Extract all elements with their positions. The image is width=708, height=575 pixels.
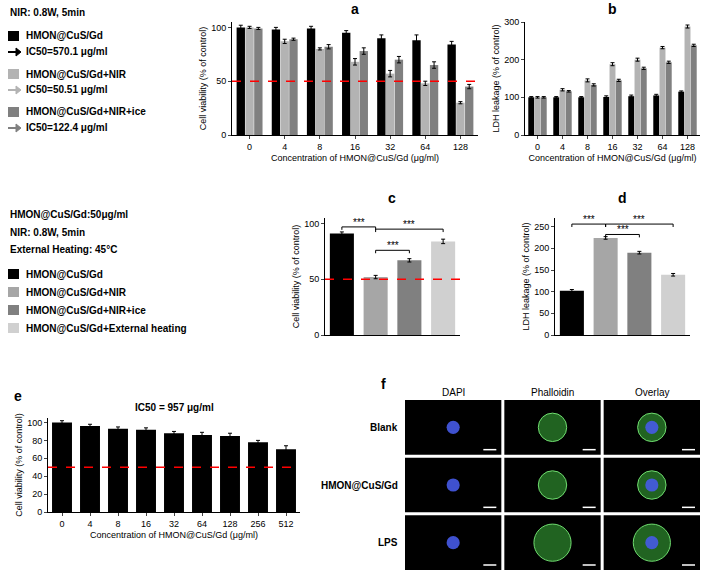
svg-text:50: 50	[309, 274, 319, 284]
svg-text:300: 300	[504, 17, 519, 27]
svg-text:200: 200	[534, 243, 549, 253]
svg-text:0: 0	[37, 507, 42, 517]
svg-text:0: 0	[535, 142, 540, 152]
svg-text:8: 8	[317, 142, 322, 152]
svg-text:HMON@CuS/Gd+NIR+ice: HMON@CuS/Gd+NIR+ice	[26, 305, 146, 316]
svg-text:64: 64	[657, 142, 667, 152]
svg-text:16: 16	[350, 142, 360, 152]
svg-text:40: 40	[32, 471, 42, 481]
svg-text:60: 60	[32, 453, 42, 463]
svg-text:64: 64	[420, 142, 430, 152]
svg-text:***: ***	[387, 240, 399, 251]
svg-text:Phalloidin: Phalloidin	[531, 387, 574, 398]
svg-text:200: 200	[504, 55, 519, 65]
svg-text:f: f	[381, 376, 386, 392]
svg-text:512: 512	[278, 519, 293, 529]
svg-text:LDH leakage (% of control): LDH leakage (% of control)	[521, 222, 531, 330]
svg-text:e: e	[14, 388, 22, 404]
svg-text:50: 50	[539, 308, 549, 318]
svg-text:***: ***	[583, 214, 595, 225]
svg-text:NIR: 0.8W, 5min: NIR: 0.8W, 5min	[10, 227, 85, 238]
svg-text:Concentration of HMON@CuS/Gd (: Concentration of HMON@CuS/Gd (μg/ml)	[90, 530, 258, 540]
svg-text:0: 0	[59, 519, 64, 529]
svg-text:4: 4	[560, 142, 565, 152]
svg-text:100: 100	[304, 219, 319, 229]
svg-text:Cell viability (% of control): Cell viability (% of control)	[291, 225, 301, 329]
svg-text:IC50=570.1 μg/ml: IC50=570.1 μg/ml	[26, 46, 108, 57]
svg-text:Blank: Blank	[370, 422, 398, 433]
svg-text:NIR: 0.8W, 5min: NIR: 0.8W, 5min	[10, 7, 85, 18]
svg-text:IC50=50.51 μg/ml: IC50=50.51 μg/ml	[26, 84, 108, 95]
svg-text:LDH leakage (% of control): LDH leakage (% of control)	[491, 24, 501, 132]
svg-text:32: 32	[632, 142, 642, 152]
svg-text:***: ***	[353, 217, 365, 228]
svg-text:IC50=122.4 μg/ml: IC50=122.4 μg/ml	[26, 122, 108, 133]
svg-text:100: 100	[534, 287, 549, 297]
svg-text:HMON@CuS/Gd: HMON@CuS/Gd	[26, 30, 103, 41]
svg-text:20: 20	[32, 489, 42, 499]
svg-text:DAPI: DAPI	[442, 387, 465, 398]
svg-text:***: ***	[633, 214, 645, 225]
svg-text:LPS: LPS	[378, 537, 398, 548]
svg-text:16: 16	[607, 142, 617, 152]
svg-text:50: 50	[216, 76, 226, 86]
svg-text:4: 4	[282, 142, 287, 152]
svg-text:HMON@CuS/Gd+NIR: HMON@CuS/Gd+NIR	[26, 69, 127, 80]
svg-text:0: 0	[221, 130, 226, 140]
svg-text:4: 4	[87, 519, 92, 529]
svg-text:64: 64	[197, 519, 207, 529]
svg-text:256: 256	[250, 519, 265, 529]
svg-text:a: a	[351, 1, 359, 17]
svg-text:150: 150	[534, 265, 549, 275]
svg-text:Overlay: Overlay	[635, 387, 669, 398]
svg-text:128: 128	[680, 142, 695, 152]
svg-text:Cell viability (% of control): Cell viability (% of control)	[198, 27, 208, 131]
svg-text:128: 128	[453, 142, 468, 152]
svg-text:0: 0	[314, 330, 319, 340]
svg-text:d: d	[618, 190, 627, 206]
svg-text:32: 32	[169, 519, 179, 529]
svg-text:128: 128	[222, 519, 237, 529]
svg-text:HMON@CuS/Gd+NIR+ice: HMON@CuS/Gd+NIR+ice	[26, 106, 146, 117]
svg-text:HMON@CuS/Gd+NIR: HMON@CuS/Gd+NIR	[26, 287, 127, 298]
svg-text:Concentration of HMON@CuS/Gd (: Concentration of HMON@CuS/Gd (μg/ml)	[529, 153, 697, 163]
svg-text:HMON@CuS/Gd: HMON@CuS/Gd	[26, 269, 103, 280]
svg-text:External Heating: 45°C: External Heating: 45°C	[10, 244, 117, 255]
svg-text:Cell viability (% of control): Cell viability (% of control)	[14, 413, 24, 517]
svg-text:16: 16	[141, 519, 151, 529]
svg-text:Concentration of HMON@CuS/Gd (: Concentration of HMON@CuS/Gd (μg/ml)	[271, 153, 439, 163]
svg-text:8: 8	[585, 142, 590, 152]
svg-text:100: 100	[211, 23, 226, 33]
svg-text:250: 250	[534, 222, 549, 232]
svg-text:***: ***	[617, 224, 629, 235]
svg-text:***: ***	[403, 219, 415, 230]
svg-text:100: 100	[27, 418, 42, 428]
svg-text:0: 0	[544, 330, 549, 340]
svg-text:32: 32	[385, 142, 395, 152]
svg-text:0: 0	[247, 142, 252, 152]
svg-text:HMON@CuS/Gd+External heating: HMON@CuS/Gd+External heating	[26, 323, 187, 334]
svg-text:HMON@CuS/Gd:50μg/ml: HMON@CuS/Gd:50μg/ml	[10, 209, 128, 220]
svg-text:IC50 = 957 μg/ml: IC50 = 957 μg/ml	[135, 402, 214, 413]
svg-text:8: 8	[115, 519, 120, 529]
svg-text:100: 100	[504, 92, 519, 102]
svg-text:80: 80	[32, 436, 42, 446]
svg-text:0: 0	[514, 130, 519, 140]
svg-text:c: c	[388, 190, 396, 206]
svg-text:HMON@CuS/Gd: HMON@CuS/Gd	[321, 480, 398, 491]
svg-text:b: b	[608, 1, 617, 17]
